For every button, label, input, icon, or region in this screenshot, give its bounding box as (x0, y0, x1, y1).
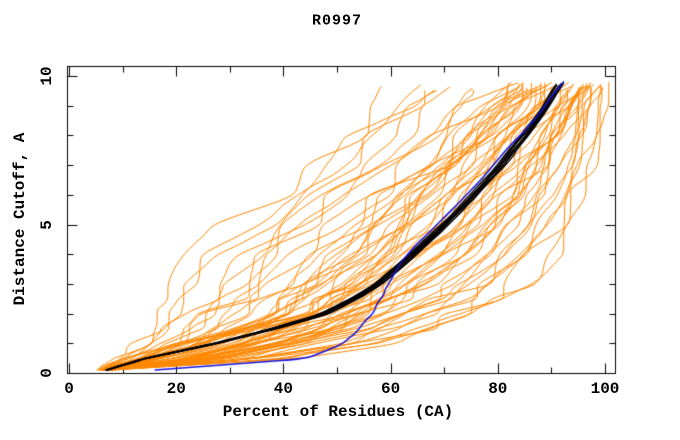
x-tick-label-20: 20 (166, 380, 186, 398)
x-tick-label-0: 0 (64, 380, 74, 398)
chart-title: R0997 (311, 12, 363, 30)
x-tick-label-100: 100 (590, 380, 620, 398)
x-tick-label-80: 80 (488, 380, 508, 398)
y-tick-label-5: 5 (38, 219, 56, 230)
x-tick-label-40: 40 (273, 380, 293, 398)
x-axis-label: Percent of Residues (CA) (222, 403, 454, 421)
y-tick-label-0: 0 (38, 368, 56, 378)
y-axis-label: Distance Cutoff, A (11, 132, 29, 306)
y-tick-label-10: 10 (38, 66, 56, 86)
x-tick-label-60: 60 (380, 380, 401, 398)
